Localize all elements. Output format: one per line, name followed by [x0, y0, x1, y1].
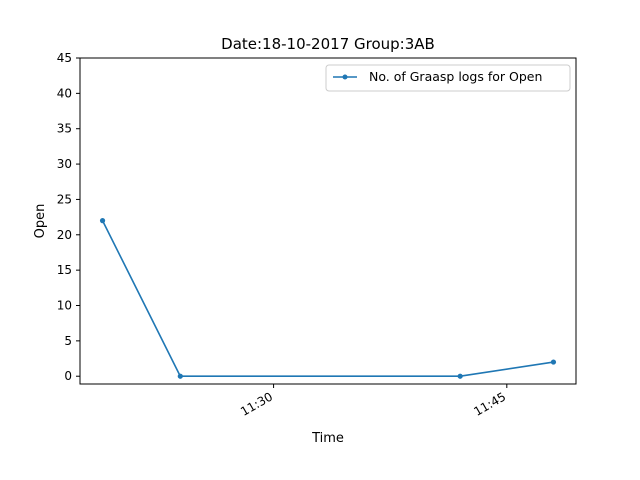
data-point [550, 359, 557, 365]
legend: No. of Graasp logs for Open [325, 64, 571, 92]
chart-title: Date:18-10-2017 Group:3AB [221, 35, 435, 53]
y-tick-label: 20 [57, 228, 72, 242]
y-tick-label: 15 [57, 263, 72, 277]
y-tick-label: 35 [57, 122, 72, 136]
x-axis: 11:30 11:45 [238, 384, 508, 419]
data-point [177, 373, 183, 379]
data-point [457, 373, 463, 379]
legend-marker [342, 74, 348, 80]
y-tick-label: 40 [57, 86, 72, 100]
series-layer [99, 218, 557, 379]
y-tick-label: 5 [64, 334, 72, 348]
series-line [101, 220, 554, 378]
plot-area [79, 57, 577, 385]
legend-box [325, 64, 571, 92]
y-axis: 0 5 10 15 20 25 30 35 40 45 [57, 51, 80, 383]
y-axis-label: Open [33, 204, 48, 239]
y-tick-label: 30 [57, 157, 72, 171]
legend-label: No. of Graasp logs for Open [369, 69, 542, 84]
y-tick-label: 45 [57, 51, 72, 65]
x-tick-label: 11:30 [238, 389, 275, 418]
y-tick-label: 10 [57, 299, 72, 313]
x-tick-label: 11:45 [471, 389, 508, 418]
x-axis-label: Time [311, 431, 344, 446]
y-tick-label: 25 [57, 192, 72, 206]
data-point [99, 218, 106, 224]
y-tick-label: 0 [64, 369, 72, 383]
